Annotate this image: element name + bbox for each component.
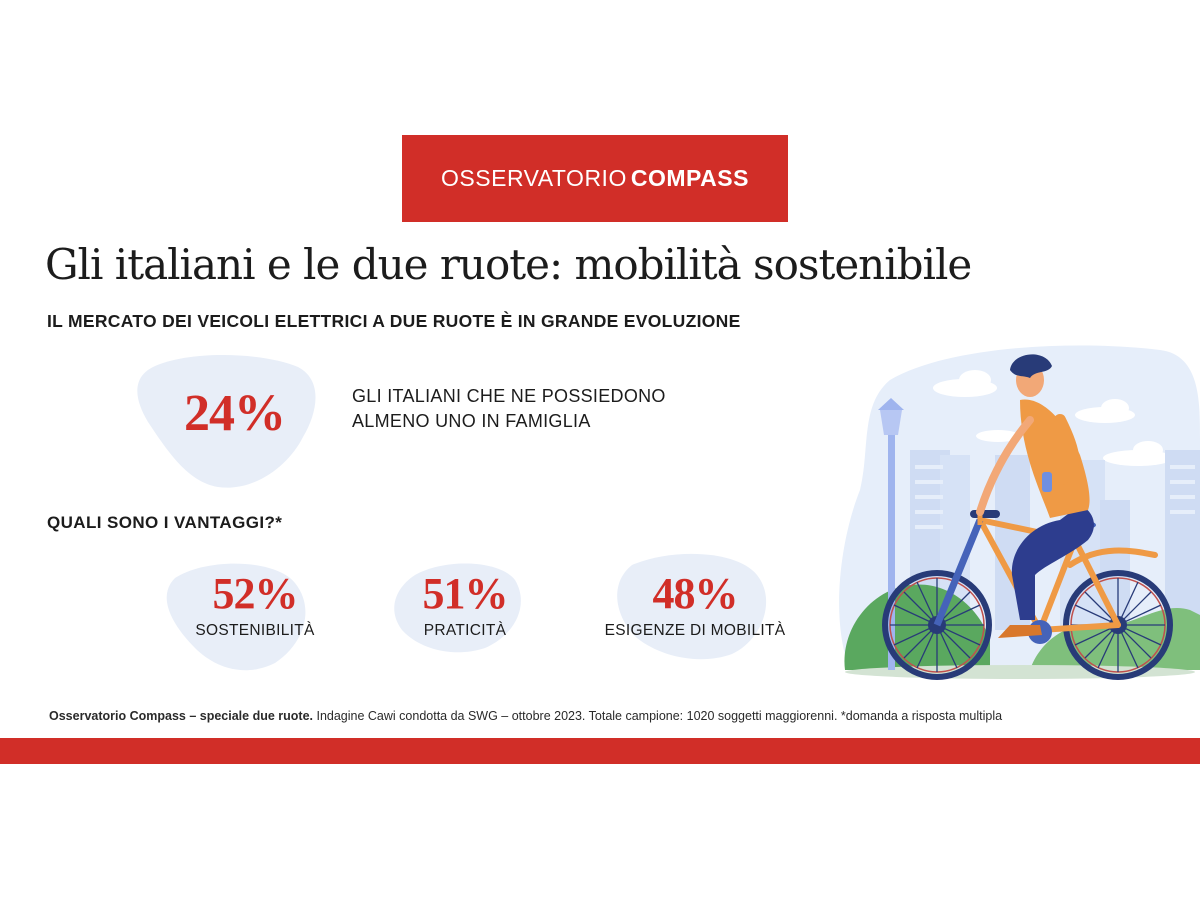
blob-shape-practicality [394,563,521,653]
blob-shape-main [137,354,316,488]
advantage-value: 48% [652,569,739,618]
bottom-red-bar [0,738,1200,764]
advantage-label: SOSTENIBILITÀ [195,622,315,639]
advantage-item-sustainability: 52% SOSTENIBILITÀ [160,572,350,640]
stat-value-owners: 24% [184,385,286,442]
logo-text-light: OSSERVATORIO [441,165,627,191]
advantage-label: ESIGENZE DI MOBILITÀ [604,622,786,639]
advantage-label: PRATICITÀ [423,622,507,639]
blob-shape-sustainability [166,563,306,671]
footnote-text: Indagine Cawi condotta da SWG – ottobre … [313,709,1003,723]
advantage-item-mobility: 48% ESIGENZE DI MOBILITÀ [590,572,800,640]
stat-description-line2: ALMENO UNO IN FAMIGLIA [352,411,591,431]
stat-description-owners: GLI ITALIANI CHE NE POSSIEDONO ALMENO UN… [352,384,666,434]
page-subtitle: IL MERCATO DEI VEICOLI ELETTRICI A DUE R… [47,311,741,331]
logo-text-bold: COMPASS [630,165,749,191]
advantage-item-practicality: 51% PRATICITÀ [395,572,535,640]
advantage-value: 52% [212,569,299,618]
osservatorio-compass-logo: OSSERVATORIO COMPASS [402,135,788,222]
source-footnote: Osservatorio Compass – speciale due ruot… [49,709,1002,723]
blob-shape-mobility [617,553,767,660]
man-riding-bicycle-illustration [839,345,1200,680]
advantages-heading: QUALI SONO I VANTAGGI?* [47,513,283,532]
page-title: Gli italiani e le due ruote: mobilità so… [45,240,972,289]
stat-description-line1: GLI ITALIANI CHE NE POSSIEDONO [352,386,666,406]
footnote-bold: Osservatorio Compass – speciale due ruot… [49,709,313,723]
advantage-value: 51% [422,569,509,618]
